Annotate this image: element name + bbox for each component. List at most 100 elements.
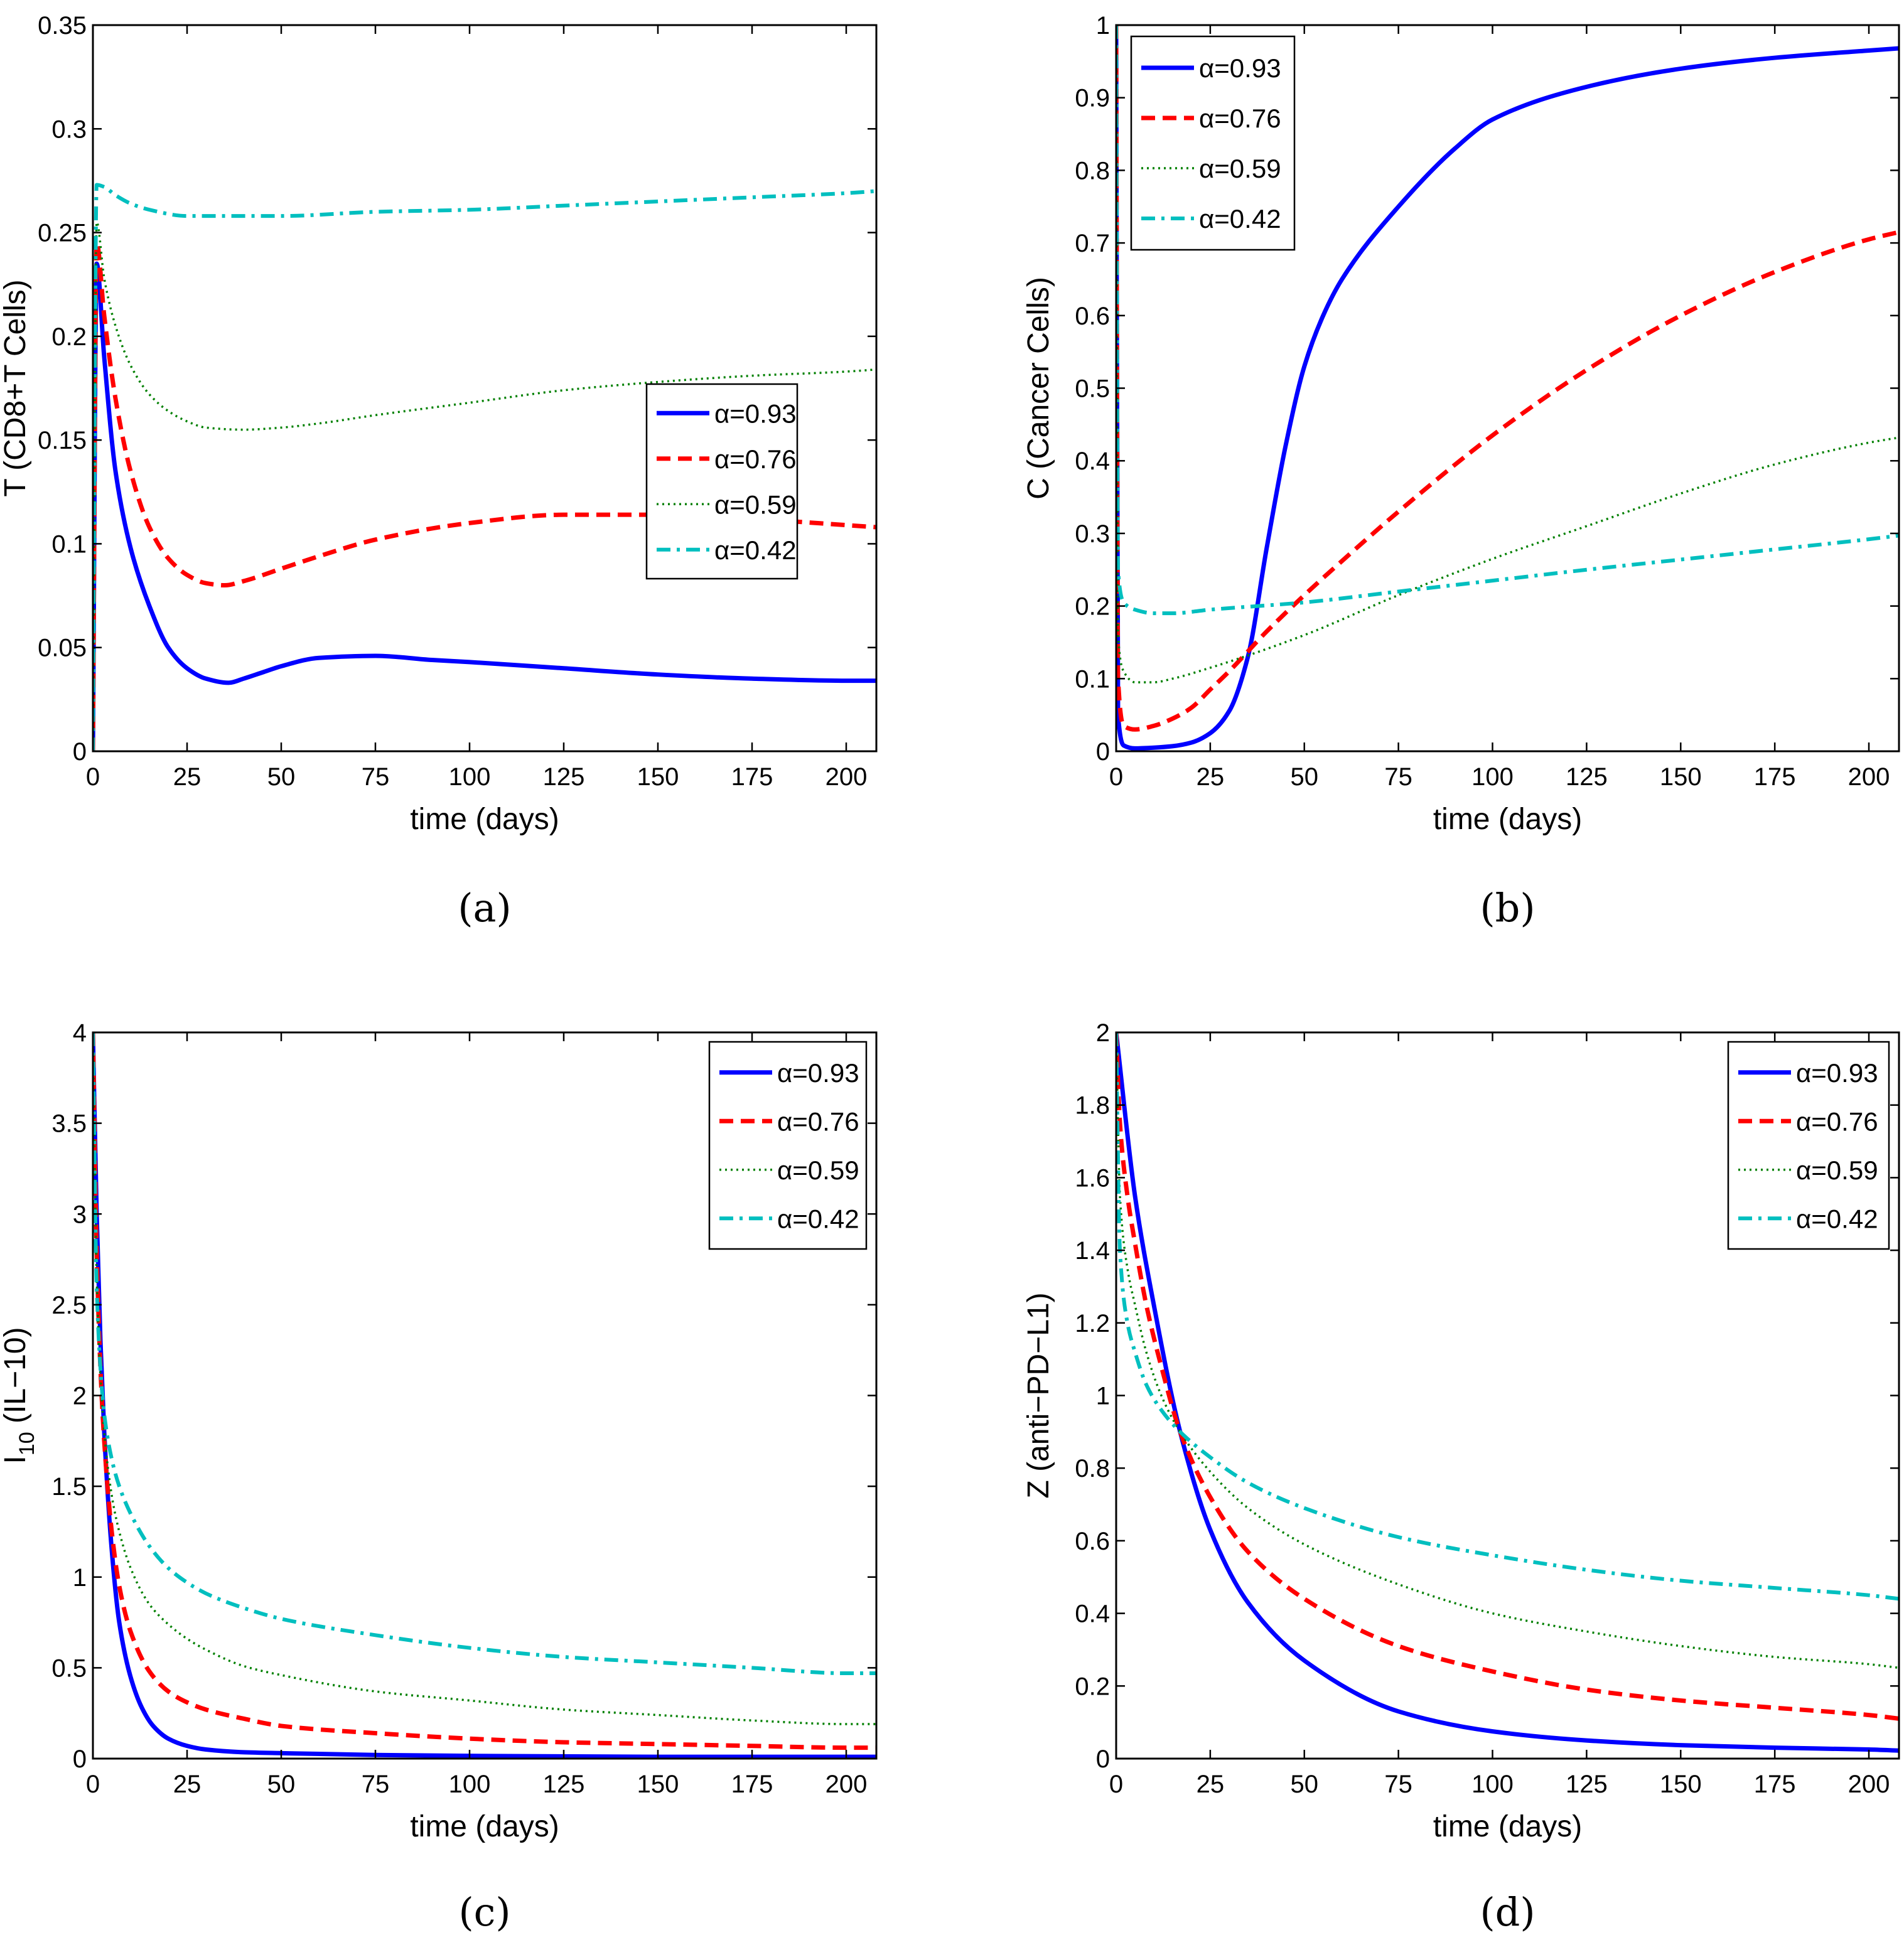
x-tick-label: 75 xyxy=(362,1771,390,1798)
y-tick-label: 0.3 xyxy=(1075,520,1110,548)
series-line-a93 xyxy=(93,261,876,751)
legend-label: α=0.76 xyxy=(1199,104,1281,133)
legend-label: α=0.76 xyxy=(1796,1106,1878,1136)
x-tick-label: 75 xyxy=(1384,763,1412,791)
y-tick-label: 0.8 xyxy=(1075,157,1110,185)
x-tick-label: 175 xyxy=(731,1771,773,1798)
y-tick-label: 0 xyxy=(1096,738,1110,766)
y-tick-label: 0.5 xyxy=(51,1654,87,1682)
x-tick-label: 50 xyxy=(267,1771,296,1798)
x-tick-label: 200 xyxy=(1848,1771,1890,1798)
y-tick-label: 1 xyxy=(1096,12,1110,40)
y-tick-label: 1 xyxy=(1096,1383,1110,1410)
y-tick-label: 0 xyxy=(1096,1745,1110,1773)
legend-label: α=0.93 xyxy=(714,399,797,428)
x-tick-label: 25 xyxy=(173,763,202,791)
y-tick-label: 0.6 xyxy=(1075,1528,1110,1555)
x-tick-label: 100 xyxy=(1471,1771,1514,1798)
legend-label: α=0.59 xyxy=(1796,1155,1878,1185)
legend: α=0.93 α=0.76 α=0.59 α=0.42 xyxy=(708,1041,868,1250)
legend-label: α=0.93 xyxy=(1796,1058,1878,1088)
y-tick-label: 0.7 xyxy=(1075,230,1110,257)
y-tick-label: 0.2 xyxy=(1075,1673,1110,1700)
x-tick-label: 125 xyxy=(543,1771,585,1798)
x-tick-label: 200 xyxy=(826,763,868,791)
x-axis-label: time (days) xyxy=(1433,1810,1582,1843)
legend-label: α=0.93 xyxy=(1199,53,1281,83)
x-tick-label: 0 xyxy=(86,763,100,791)
y-tick-label: 0.3 xyxy=(51,115,87,143)
legend-label: α=0.59 xyxy=(1199,154,1281,183)
y-tick-label: 0.5 xyxy=(1075,375,1110,403)
y-tick-label: 0.05 xyxy=(38,635,87,662)
legend-box xyxy=(708,1041,868,1250)
y-axis-label: C (Cancer Cells) xyxy=(1022,277,1055,500)
x-tick-label: 200 xyxy=(1848,763,1890,791)
series-line-a76 xyxy=(93,240,876,751)
x-tick-label: 175 xyxy=(731,763,773,791)
series-line-a76 xyxy=(93,1032,876,1750)
x-tick-label: 150 xyxy=(1660,1771,1702,1798)
series-line-a42 xyxy=(93,1032,876,1676)
y-tick-label: 0 xyxy=(73,738,87,766)
series-group xyxy=(93,183,876,751)
legend-label: α=0.93 xyxy=(777,1058,859,1088)
series-group xyxy=(1116,25,1899,751)
y-tick-label: 3.5 xyxy=(51,1110,87,1138)
legend-label: α=0.59 xyxy=(714,490,797,519)
y-tick-label: 0.6 xyxy=(1075,303,1110,330)
series-line-a42 xyxy=(93,183,876,751)
y-axis-label: Z (anti−PD−L1) xyxy=(1022,1292,1055,1498)
y-tick-label: 2 xyxy=(73,1383,87,1410)
x-tick-label: 50 xyxy=(267,763,296,791)
y-tick-label: 0.1 xyxy=(1075,665,1110,693)
legend-label: α=0.76 xyxy=(714,444,797,474)
legend-box xyxy=(1130,35,1296,251)
y-tick-label: 0.2 xyxy=(51,323,87,351)
panel-label: (d) xyxy=(1480,1889,1535,1935)
legend-label: α=0.76 xyxy=(777,1106,859,1136)
y-tick-label: 4 xyxy=(73,1019,87,1047)
x-tick-label: 50 xyxy=(1291,763,1319,791)
x-tick-label: 0 xyxy=(1109,1771,1123,1798)
panel-label: (c) xyxy=(458,1889,510,1935)
legend-box xyxy=(1727,1041,1890,1250)
legend: α=0.93 α=0.76 α=0.59 α=0.42 xyxy=(1727,1041,1890,1250)
x-tick-label: 75 xyxy=(1384,1771,1412,1798)
panel-label: (b) xyxy=(1480,885,1535,931)
y-axis-label: I10 (IL−10) xyxy=(0,1327,39,1464)
y-tick-label: 1.6 xyxy=(1075,1164,1110,1192)
chart-panel-d: 0 25 50 75 100 125 150 175 200 0 0.2 0.4 0.6 0.8 1 1.2 1… xyxy=(1022,1019,1900,1935)
y-tick-label: 0.8 xyxy=(1075,1455,1110,1482)
x-tick-label: 100 xyxy=(449,763,491,791)
y-tick-label: 1 xyxy=(73,1564,87,1592)
x-tick-label: 0 xyxy=(86,1771,100,1798)
y-tick-label: 0.9 xyxy=(1075,85,1110,112)
y-tick-label: 0.2 xyxy=(1075,593,1110,621)
y-tick-label: 1.5 xyxy=(51,1473,87,1501)
legend-box xyxy=(645,383,799,580)
x-tick-label: 50 xyxy=(1291,1771,1319,1798)
y-tick-label: 0.25 xyxy=(38,220,87,247)
x-tick-label: 200 xyxy=(826,1771,868,1798)
x-tick-label: 150 xyxy=(637,763,679,791)
x-tick-label: 150 xyxy=(1660,763,1702,791)
series-line-a76 xyxy=(1116,1032,1899,1721)
x-tick-label: 0 xyxy=(1109,763,1123,791)
x-tick-label: 125 xyxy=(1566,1771,1608,1798)
x-tick-label: 175 xyxy=(1754,763,1796,791)
y-tick-label: 0 xyxy=(73,1745,87,1773)
x-axis-label: time (days) xyxy=(410,1810,559,1843)
legend: α=0.93 α=0.76 α=0.59 α=0.42 xyxy=(645,383,799,580)
series-line-a93 xyxy=(1116,25,1899,751)
x-tick-label: 100 xyxy=(1471,763,1514,791)
y-tick-label: 0.4 xyxy=(1075,1600,1110,1628)
y-tick-label: 0.35 xyxy=(38,12,87,40)
y-tick-label: 2 xyxy=(1096,1019,1110,1047)
y-tick-label: 0.4 xyxy=(1075,447,1110,475)
series-group xyxy=(1116,1032,1899,1753)
series-line-a76 xyxy=(1116,25,1899,732)
legend: α=0.93 α=0.76 α=0.59 α=0.42 xyxy=(1130,35,1296,251)
